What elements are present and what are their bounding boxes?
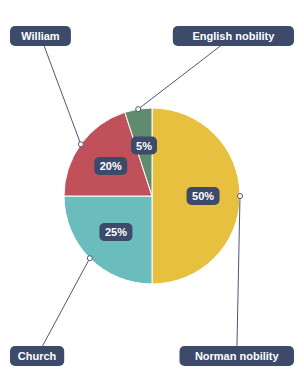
svg-text:Norman nobility: Norman nobility — [195, 350, 280, 362]
svg-text:20%: 20% — [100, 160, 122, 172]
svg-text:William: William — [21, 30, 60, 42]
svg-text:English nobility: English nobility — [192, 30, 275, 42]
svg-text:Church: Church — [18, 350, 57, 362]
svg-text:25%: 25% — [105, 226, 127, 238]
svg-text:5%: 5% — [136, 140, 152, 152]
svg-text:50%: 50% — [192, 190, 214, 202]
